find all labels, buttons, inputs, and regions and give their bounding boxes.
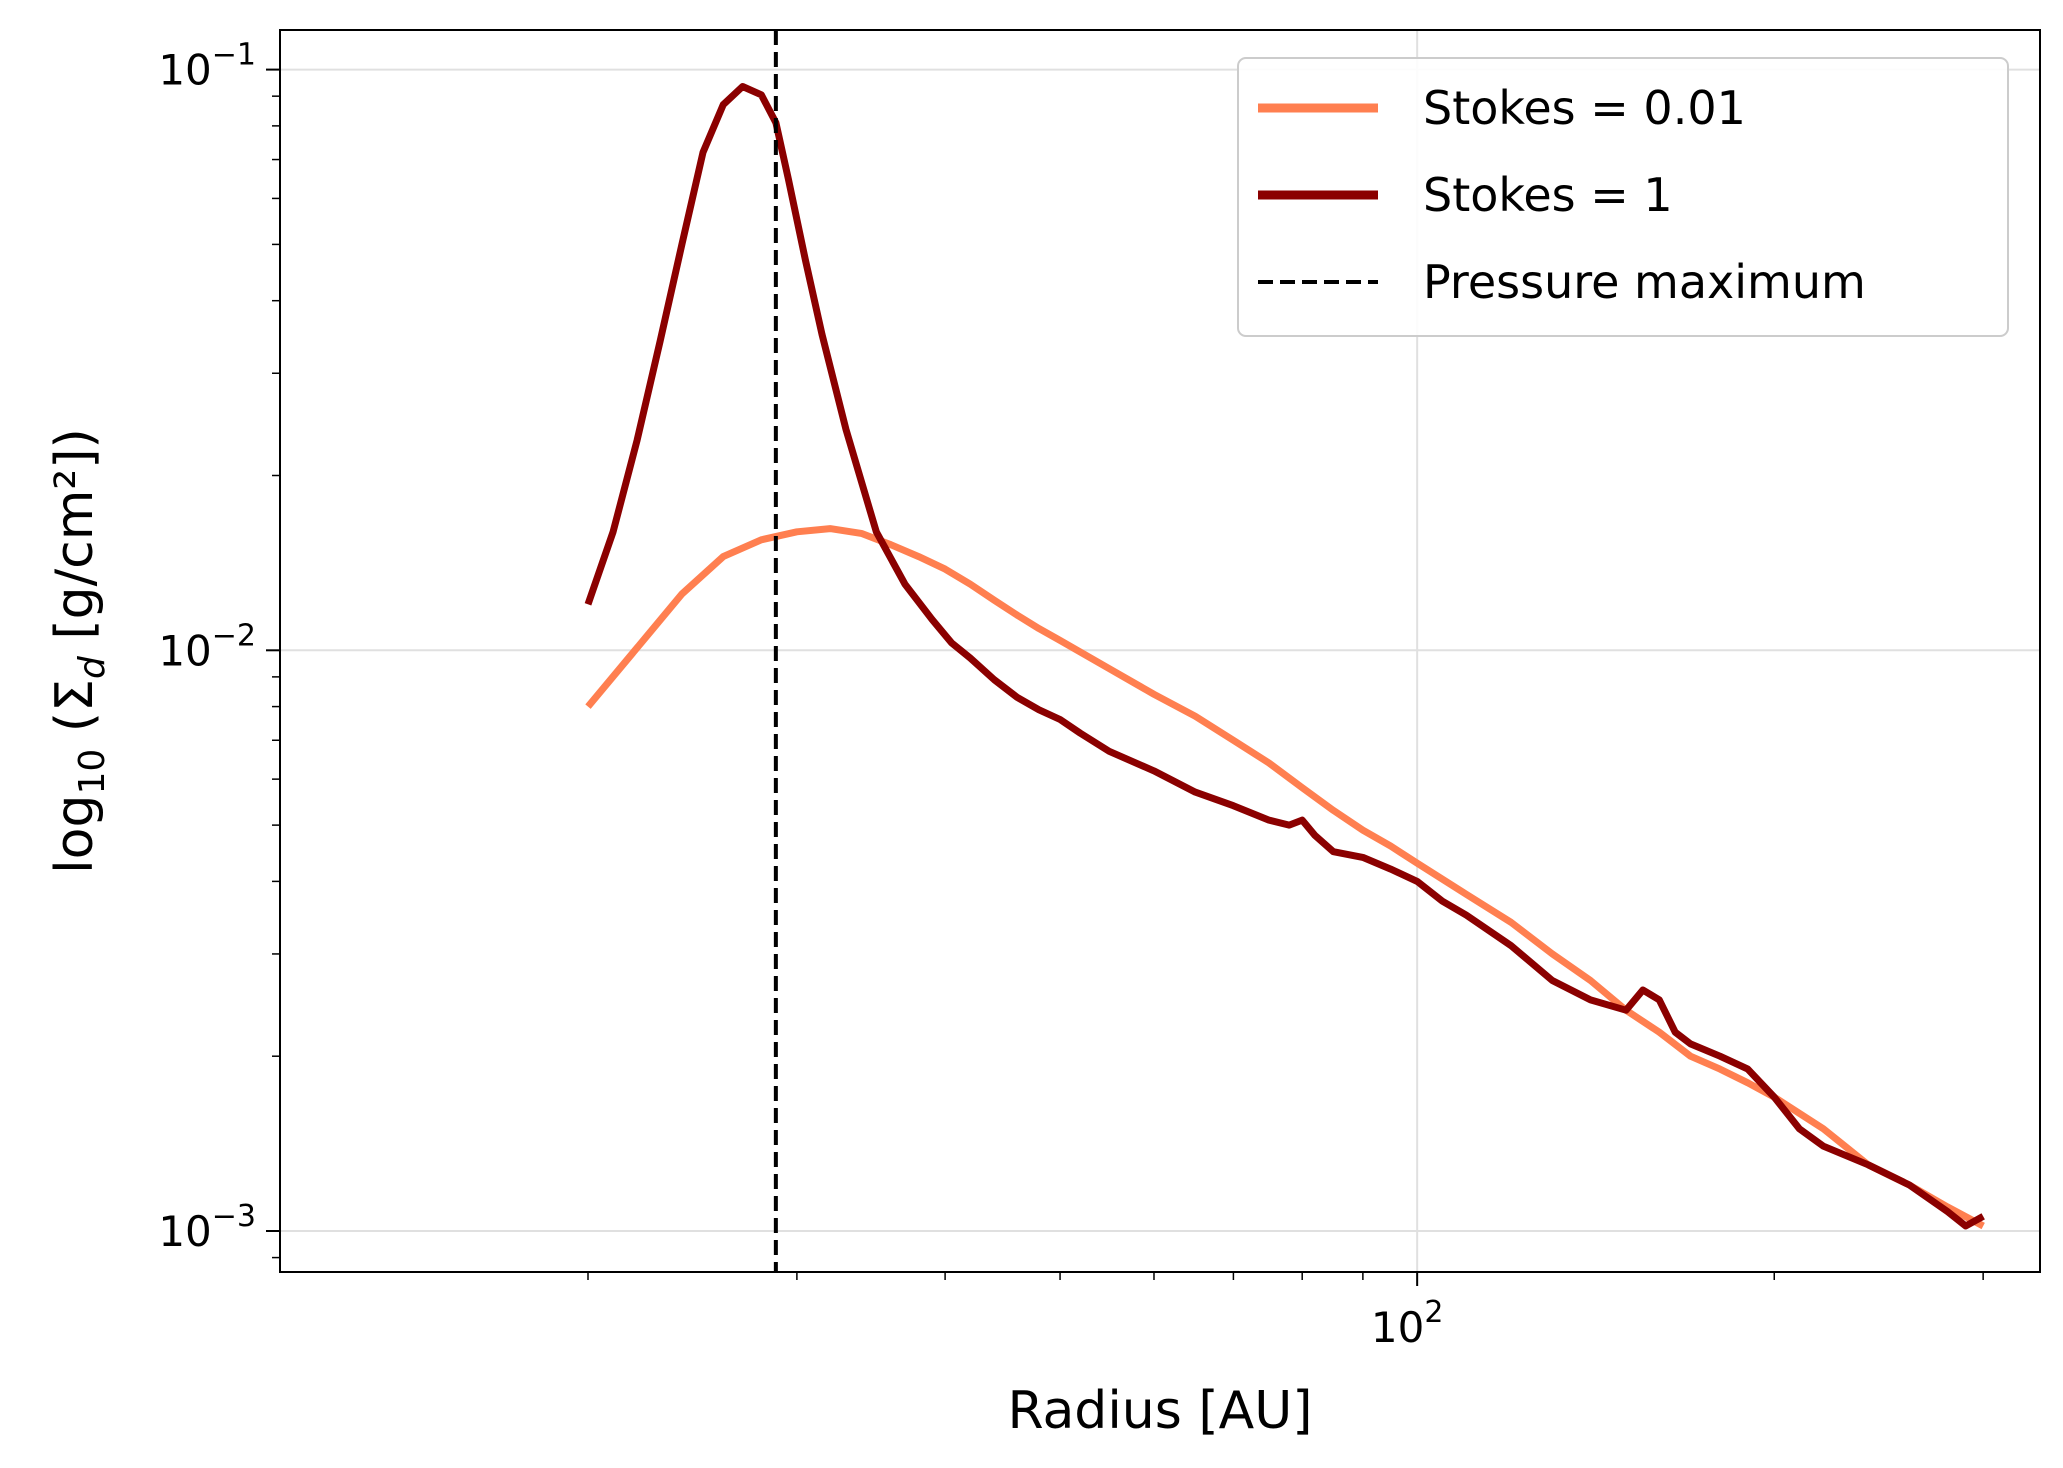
legend-label: Stokes = 0.01 [1423, 81, 1746, 135]
x-axis-label: Radius [AU] [1007, 1381, 1312, 1441]
series-line-stokes-1 [584, 83, 1985, 1230]
ticks: 102 10−3 10−2 10−1 [158, 38, 1984, 1352]
y-axis-label-sub10: 10 [72, 749, 113, 795]
y-tick-label: 10−2 [158, 618, 256, 675]
y-axis-label-sigma: (Σ [45, 679, 105, 749]
plot-frame [279, 29, 2041, 1273]
legend-box [1237, 57, 2009, 337]
y-tick-label: 10−3 [158, 1199, 256, 1256]
y-tick-label: 10−1 [158, 38, 256, 95]
series-line-stokes-0-01 [585, 525, 1985, 1230]
x-tick-label: 102 [1371, 1295, 1444, 1352]
legend-label: Pressure maximum [1423, 255, 1866, 309]
y-axis-label-log: log [45, 795, 105, 874]
legend-label: Stokes = 1 [1423, 168, 1673, 222]
y-axis-label-units: [g/cm²]) [45, 428, 105, 656]
y-axis-label: log10 (Σd [g/cm²]) [45, 428, 113, 874]
legend: Stokes = 0.01 Stokes = 1 Pressure maximum [1237, 57, 2009, 337]
series-layer [584, 30, 1985, 1272]
legend-entries: Stokes = 0.01 Stokes = 1 Pressure maximum [1258, 81, 1866, 309]
y-axis-label-subd: d [72, 655, 113, 679]
